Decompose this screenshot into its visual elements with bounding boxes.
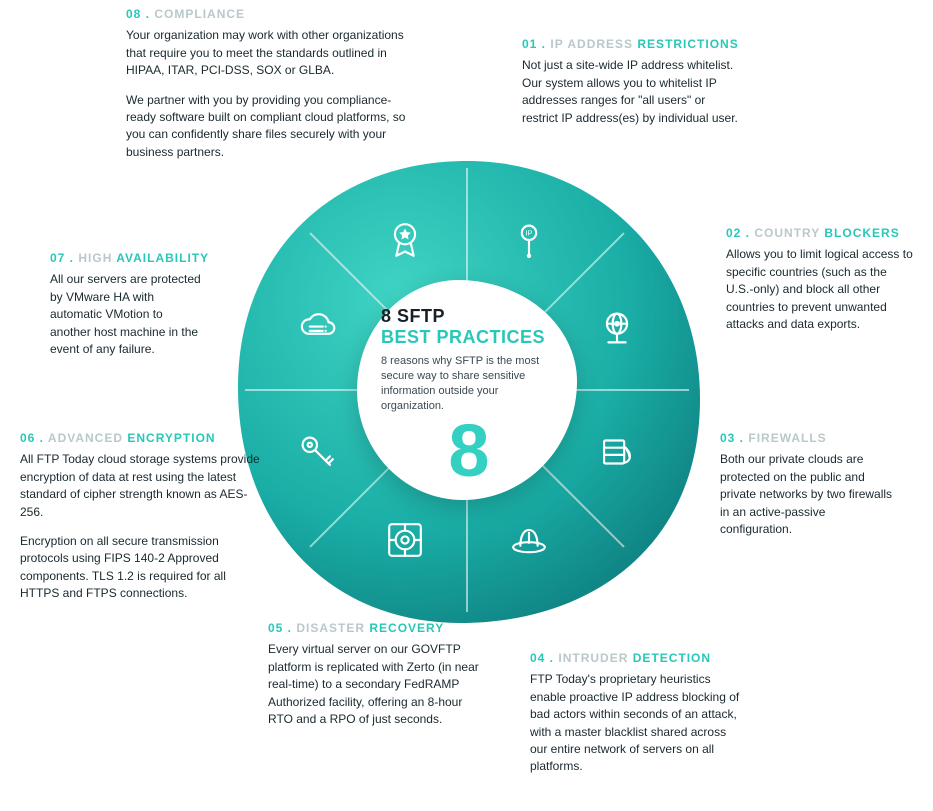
item-05-body: Every virtual server on our GOVFTP platf… xyxy=(268,641,488,728)
item-06-heading: 06 . ADVANCED ENCRYPTION xyxy=(20,430,266,447)
item-01-heading: 01 . IP ADDRESS RESTRICTIONS xyxy=(522,36,742,53)
item-08-heading: 08 . COMPLIANCE xyxy=(126,6,406,23)
item-07: 07 . HIGH AVAILABILITY All our servers ar… xyxy=(50,250,206,358)
item-03-heading: 03 . FIREWALLS xyxy=(720,430,900,447)
center-title-line2: BEST PRACTICES xyxy=(381,327,555,348)
item-02-heading: 02 . COUNTRY BLOCKERS xyxy=(726,225,916,242)
item-07-body: All our servers are protected by VMware … xyxy=(50,271,206,358)
item-01-body: Not just a site-wide IP address whitelis… xyxy=(522,57,742,127)
item-02: 02 . COUNTRY BLOCKERS Allows you to limit… xyxy=(726,225,916,333)
item-05-heading: 05 . DISASTER RECOVERY xyxy=(268,620,488,637)
item-08: 08 . COMPLIANCE Your organization may wor… xyxy=(126,6,406,161)
item-01: 01 . IP ADDRESS RESTRICTIONS Not just a s… xyxy=(522,36,742,127)
item-03: 03 . FIREWALLS Both our private clouds ar… xyxy=(720,430,900,538)
wheel: 8 SFTP BEST PRACTICES 8 reasons why SFTP… xyxy=(232,155,702,625)
item-06-body: All FTP Today cloud storage systems prov… xyxy=(20,451,266,602)
center-subtitle: 8 reasons why SFTP is the most secure wa… xyxy=(381,354,555,413)
center-title-line1: 8 SFTP xyxy=(381,306,555,327)
item-03-body: Both our private clouds are protected on… xyxy=(720,451,900,538)
item-04-body: FTP Today's proprietary heuristics enabl… xyxy=(530,671,740,775)
item-07-heading: 07 . HIGH AVAILABILITY xyxy=(50,250,206,267)
item-02-body: Allows you to limit logical access to sp… xyxy=(726,246,916,333)
item-05: 05 . DISASTER RECOVERY Every virtual serv… xyxy=(268,620,488,728)
item-06: 06 . ADVANCED ENCRYPTION All FTP Today cl… xyxy=(20,430,266,603)
center-eight-glyph: 8 xyxy=(448,421,487,480)
item-04-heading: 04 . INTRUDER DETECTION xyxy=(530,650,740,667)
item-04: 04 . INTRUDER DETECTION FTP Today's propr… xyxy=(530,650,740,776)
item-08-body: Your organization may work with other or… xyxy=(126,27,406,161)
